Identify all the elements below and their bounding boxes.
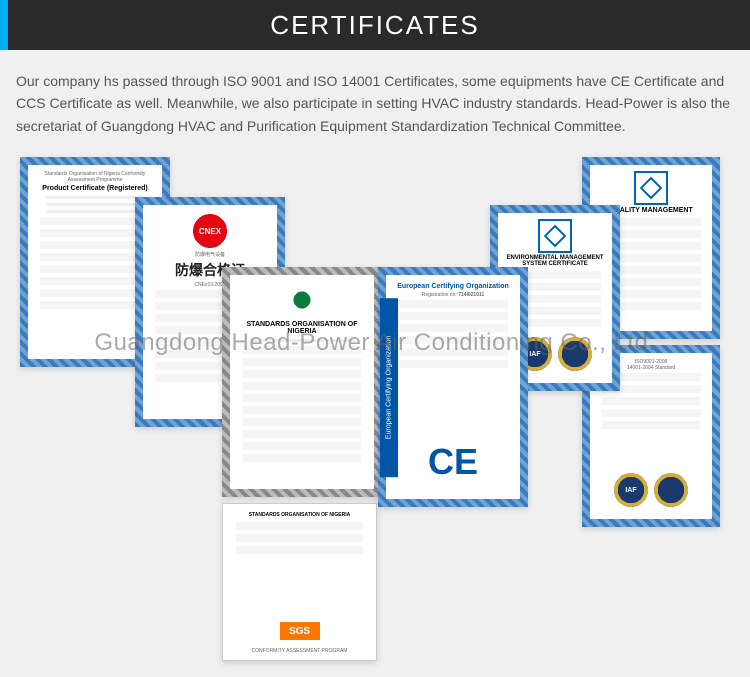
cert4-reg-no: 714I021011 <box>458 292 484 298</box>
sgs-logo-icon: SGS <box>280 622 320 640</box>
iaf-seal-icon <box>654 473 688 507</box>
iaf-seal-icon: IAF <box>614 473 648 507</box>
cnex-logo-icon: CNEX <box>190 211 230 251</box>
header-bar: CERTIFICATES <box>0 0 750 50</box>
cert2-date: CNEx13.2096 <box>194 282 225 288</box>
cert4-title: European Certifying Organization <box>397 283 509 290</box>
qm-logo-icon <box>634 171 668 205</box>
certificate-sgs: STANDARDS ORGANISATION OF NIGERIA SGS CO… <box>222 503 377 661</box>
cert1-title: Product Certificate (Registered) <box>42 185 147 192</box>
cert8-footer: CONFORMITY ASSESSMENT PROGRAM <box>252 648 348 654</box>
cert1-subtitle: Standards Organisation of Nigeria Confor… <box>34 171 156 183</box>
cert5-title: ENVIRONMENTAL MANAGEMENT SYSTEM CERTIFIC… <box>504 255 606 267</box>
eco-side-label: European Certifying Organization <box>380 298 398 477</box>
certificates-area: Standards Organisation of Nigeria Confor… <box>0 147 750 677</box>
env-logo-icon <box>538 219 572 253</box>
cert4-reg-label: Registration no: <box>422 292 457 298</box>
cert7-std2: 14001-2004 Standard <box>627 365 675 371</box>
iaf-seal-icon <box>558 337 592 371</box>
cert6-title: QUALITY MANAGEMENT <box>609 207 692 214</box>
certificate-son-nigeria: STANDARDS ORGANISATION OF NIGERIA <box>222 267 382 497</box>
description-block: Our company hs passed through ISO 9001 a… <box>0 50 750 147</box>
nigeria-logo-icon <box>287 285 317 315</box>
cert3-title: STANDARDS ORGANISATION OF NIGERIA <box>236 321 368 335</box>
header-accent <box>0 0 8 50</box>
ce-mark-icon: CE <box>428 441 478 483</box>
certificate-ce: European Certifying Organization Europea… <box>378 267 528 507</box>
cert8-title: STANDARDS ORGANISATION OF NIGERIA <box>249 512 350 518</box>
page-title: CERTIFICATES <box>270 10 479 41</box>
cert2-subtitle: 防爆电气设备 <box>195 251 225 258</box>
description-text: Our company hs passed through ISO 9001 a… <box>16 70 734 137</box>
